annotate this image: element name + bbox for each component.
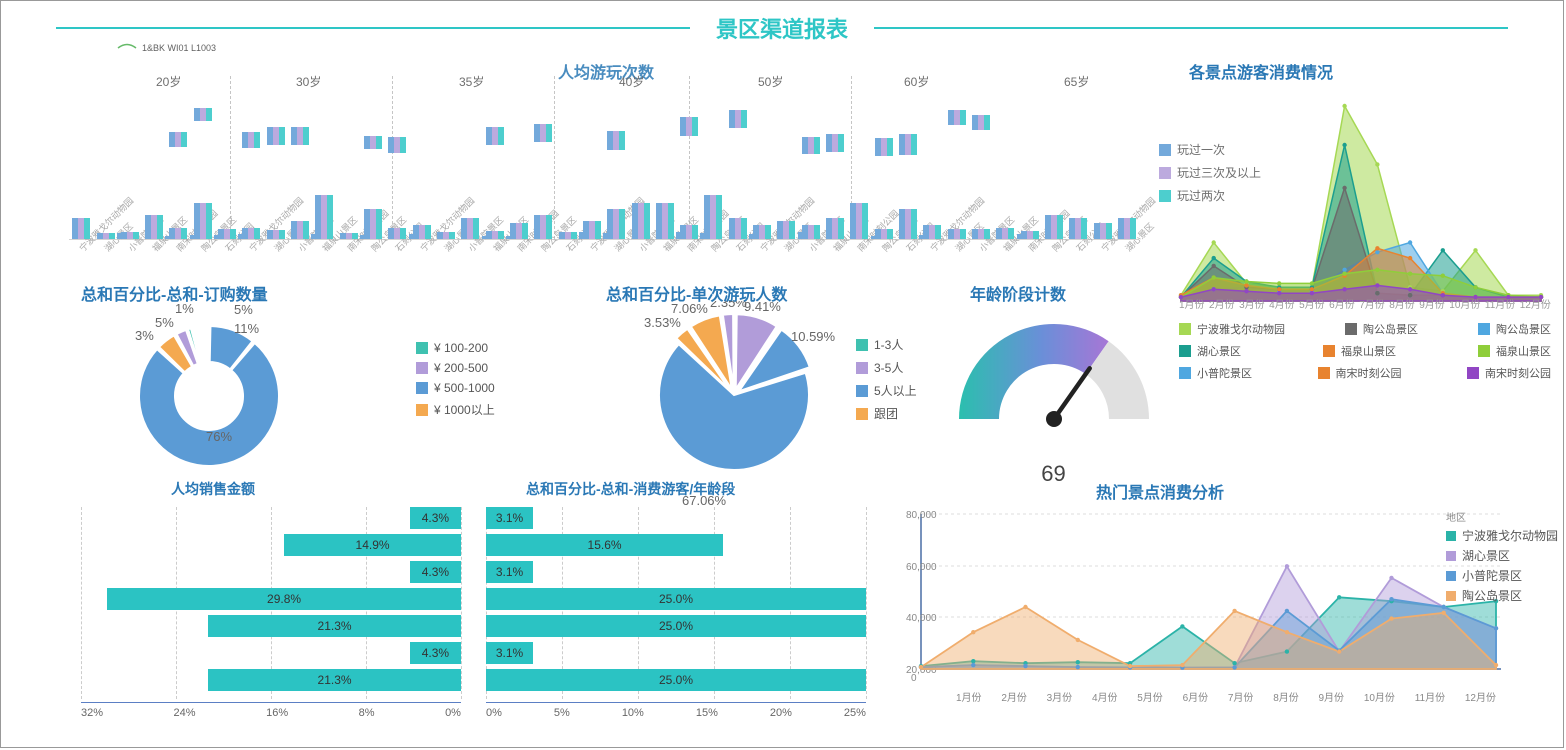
svg-text:9.41%: 9.41% — [744, 301, 781, 314]
svg-text:80,000: 80,000 — [906, 510, 937, 521]
svg-text:11%: 11% — [234, 321, 259, 336]
svg-text:2.35%: 2.35% — [710, 301, 747, 310]
svg-text:7.06%: 7.06% — [671, 301, 708, 316]
svg-text:5%: 5% — [234, 302, 253, 317]
svg-text:10.59%: 10.59% — [791, 329, 836, 344]
svg-text:0: 0 — [911, 673, 917, 684]
svg-text:5%: 5% — [155, 315, 174, 330]
svg-text:1%: 1% — [175, 301, 194, 316]
svg-text:76%: 76% — [206, 429, 232, 444]
svg-text:60,000: 60,000 — [906, 562, 937, 573]
svg-text:3%: 3% — [135, 328, 154, 343]
svg-text:3.53%: 3.53% — [644, 315, 681, 330]
svg-text:40,000: 40,000 — [906, 613, 937, 624]
